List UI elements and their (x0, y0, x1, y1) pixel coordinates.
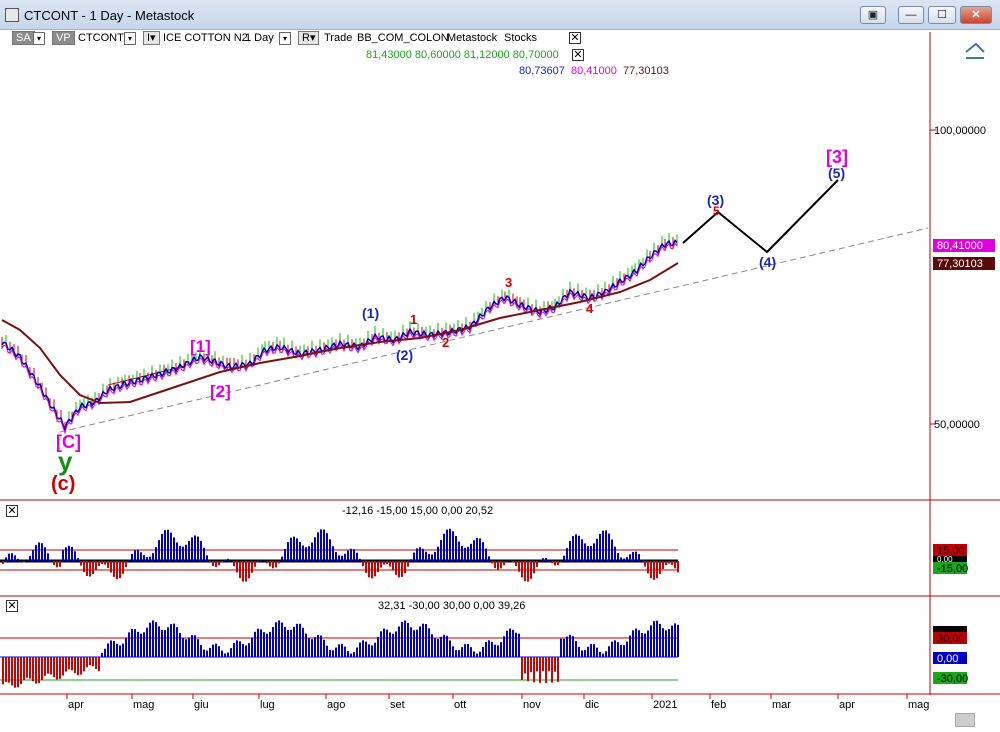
horizontal-scrollbar-thumb[interactable] (955, 713, 975, 727)
x-axis-month-5: set (390, 699, 405, 711)
wave-label-2-paren: (2) (396, 347, 413, 363)
wave-projection (682, 179, 839, 254)
ma3-price-tag (933, 257, 995, 270)
ma2-price-tag (933, 239, 995, 252)
trendline (59, 227, 929, 433)
sa-dropdown[interactable]: ▾ (33, 32, 45, 45)
indicator1-bars (2, 528, 679, 582)
x-axis-month-4: ago (327, 699, 345, 711)
x-axis-month-8: dic (585, 699, 600, 711)
x-axis-month-13: mag (908, 699, 929, 711)
ohlc-values: 81,43000 80,60000 81,12000 80,70000 (366, 49, 559, 61)
indicator1-close-icon[interactable]: ✕ (6, 505, 18, 517)
ind2-tag-mid-text: 0,00 (937, 653, 958, 665)
ind2-tag-low-text: -30,00 (937, 673, 968, 685)
x-axis-month-9: 2021 (653, 699, 677, 711)
ma3-line (1, 262, 679, 405)
indicator2-bars (2, 620, 679, 688)
wave-label-n5: 5 (713, 204, 720, 218)
chart-tools-icon (965, 42, 985, 59)
ind1-tag-low (933, 562, 967, 574)
x-axis-month-2: giu (194, 699, 209, 711)
indicator2-values: 32,31 -30,00 30,00 0,00 39,26 (378, 600, 526, 612)
minimize-button[interactable]: — (898, 6, 924, 24)
symbol-dropdown[interactable]: ▾ (124, 32, 136, 45)
instrument-menu-button[interactable]: I▾ (143, 31, 160, 45)
ind1-tag-high-text: 15,00 (937, 545, 965, 557)
wave-label-c-paren: (c) (51, 473, 75, 495)
ind2-tag-high-text: 30,00 (937, 633, 965, 645)
ind1-tag-mid-text: 0,00 (937, 555, 953, 564)
period-label: 1 Day (245, 32, 274, 44)
r-menu-button[interactable]: R▾ (298, 31, 320, 45)
ma3-price-tag-text: 77,30103 (937, 258, 983, 270)
toolbar-close-icon[interactable]: ✕ (569, 32, 581, 44)
ma1-value: 80,73607 (519, 65, 565, 77)
wave-label-y: y (58, 446, 73, 476)
x-axis-month-7: nov (523, 699, 541, 711)
sa-button[interactable]: SA (12, 31, 35, 45)
window-title: CTCONT - 1 Day - Metastock (24, 8, 195, 23)
ind2-tag-mid (933, 652, 967, 664)
ma2-value: 80,41000 (571, 65, 617, 77)
wave-label-1-bracket: [1] (190, 337, 211, 356)
ma3-value: 77,30103 (623, 65, 669, 77)
wave-label-3-bracket: [3] (826, 147, 848, 167)
x-axis-month-1: mag (133, 699, 154, 711)
chart-toolbar: SA ▾ VP CTCONT ▾ I▾ ICE COTTON N2 1 Day … (0, 30, 1000, 48)
ma1-line (1, 239, 678, 433)
ind2-tag-low (933, 672, 967, 684)
asset-class-label: Stocks (504, 32, 538, 44)
price-tick-50: 50,00000 (934, 419, 980, 431)
channel-line (107, 365, 186, 386)
wave-label-n3: 3 (505, 275, 512, 290)
period-dropdown[interactable]: ▾ (279, 32, 291, 45)
indicator2-close-icon[interactable]: ✕ (6, 600, 18, 612)
x-axis-month-3: lug (260, 699, 275, 711)
ind2-tag-top (933, 626, 967, 632)
ind2-tag-high (933, 632, 967, 644)
x-axis-month-11: mar (772, 699, 791, 711)
platform-label: Metastock (447, 32, 498, 44)
x-axis-month-6: ott (454, 699, 466, 711)
wave-label-3-paren: (3) (707, 192, 724, 208)
indicator1-values: -12,16 -15,00 15,00 0,00 20,52 (342, 505, 494, 517)
ind1-tag-high (933, 544, 967, 556)
wave-label-4-paren: (4) (759, 254, 776, 270)
instrument-name: ICE COTTON N2 (163, 32, 248, 44)
wave-label-n4: 4 (586, 301, 594, 316)
ma2-price-tag-text: 80,41000 (937, 240, 983, 252)
trade-label[interactable]: Trade (324, 32, 353, 44)
app-icon (5, 8, 19, 22)
x-axis-month-10: feb (711, 699, 726, 711)
window-titlebar: CTCONT - 1 Day - Metastock ▣ — ☐ ✕ (0, 0, 1000, 30)
ma2-line (1, 242, 678, 435)
restore-layout-button[interactable]: ▣ (860, 6, 886, 24)
x-axis-month-0: apr (68, 699, 84, 711)
wave-label-5-paren: (5) (828, 165, 845, 181)
symbol-label: CTCONT (78, 32, 124, 44)
vp-button[interactable]: VP (52, 31, 75, 45)
wave-label-2-bracket: [2] (210, 382, 231, 401)
price-panel-close-icon[interactable]: ✕ (572, 49, 584, 61)
maximize-button[interactable]: ☐ (928, 6, 956, 24)
ind1-tag-low-text: -15,00 (937, 563, 968, 575)
wave-label-1-paren: (1) (362, 305, 379, 321)
wave-label-C-bracket: [C] (56, 432, 81, 452)
x-axis-month-12: apr (839, 699, 855, 711)
wave-label-n1: 1 (410, 312, 417, 327)
ind1-tag-mid (933, 556, 967, 562)
price-tick-100: 100,00000 (934, 125, 986, 137)
close-button[interactable]: ✕ (960, 6, 992, 24)
account-label: BB_COM_COLON (357, 32, 449, 44)
wave-label-n2: 2 (442, 335, 449, 350)
